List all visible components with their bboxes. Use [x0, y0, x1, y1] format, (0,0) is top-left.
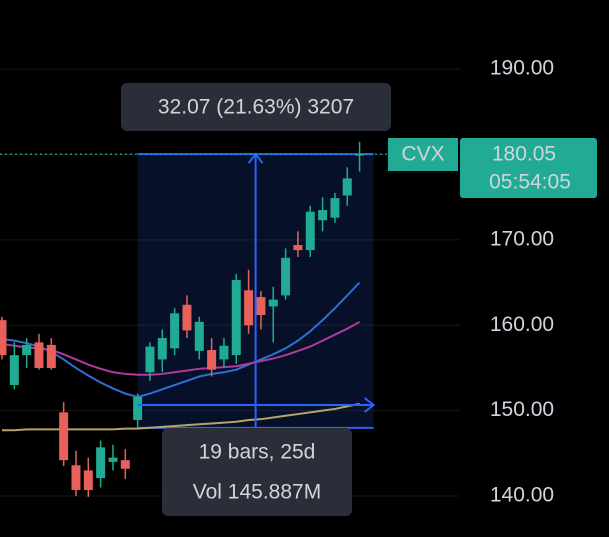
candle-body: [0, 320, 7, 356]
candle-body: [231, 280, 241, 356]
candle-body: [268, 299, 278, 307]
candle-body: [342, 178, 352, 196]
moving-average: [1, 320, 361, 376]
candle-body: [59, 412, 69, 461]
candle-body: [355, 154, 365, 156]
symbol-label: CVX: [401, 143, 444, 166]
last-price-label: 180.05: [492, 143, 556, 166]
candle-body: [83, 470, 93, 491]
candle-body: [120, 460, 130, 469]
candle-body: [34, 342, 44, 368]
price-tag: [460, 138, 597, 198]
candle-body: [305, 211, 315, 251]
candle-body: [281, 257, 291, 296]
y-tick-label: 170.00: [490, 227, 554, 250]
moving-average: [1, 281, 361, 399]
y-tick-label: 190.00: [490, 57, 554, 80]
candle-body: [318, 210, 328, 221]
candle-body: [219, 345, 229, 360]
change-label: 32.07 (21.63%) 3207: [158, 96, 354, 119]
candle-body: [330, 198, 340, 218]
candle-body: [170, 313, 180, 349]
candle-body: [207, 350, 217, 370]
candle-body: [182, 304, 192, 331]
arrow-head: [363, 397, 376, 413]
symbol-tag: [388, 138, 458, 171]
y-tick-label: 150.00: [490, 398, 554, 421]
bars-label: 19 bars, 25d: [199, 441, 316, 464]
candle-body: [293, 245, 303, 251]
candle-body: [133, 396, 143, 421]
volume-label: Vol 145.887M: [193, 481, 321, 504]
candle-body: [46, 344, 56, 368]
candle-body: [9, 355, 19, 386]
info-label-box: [162, 428, 352, 516]
change-label-box: [121, 83, 391, 131]
candle-body: [194, 321, 204, 351]
candle-body: [71, 465, 81, 491]
candle-body: [157, 338, 167, 360]
y-tick-label: 160.00: [490, 313, 554, 336]
candle-body: [256, 297, 266, 316]
candle-body: [96, 447, 106, 479]
y-tick-label: 140.00: [490, 484, 554, 507]
candle-body: [108, 457, 118, 462]
candle-body: [244, 290, 254, 326]
candle-body: [145, 346, 155, 373]
candle-body: [22, 344, 32, 356]
countdown-label: 05:54:05: [489, 171, 571, 194]
